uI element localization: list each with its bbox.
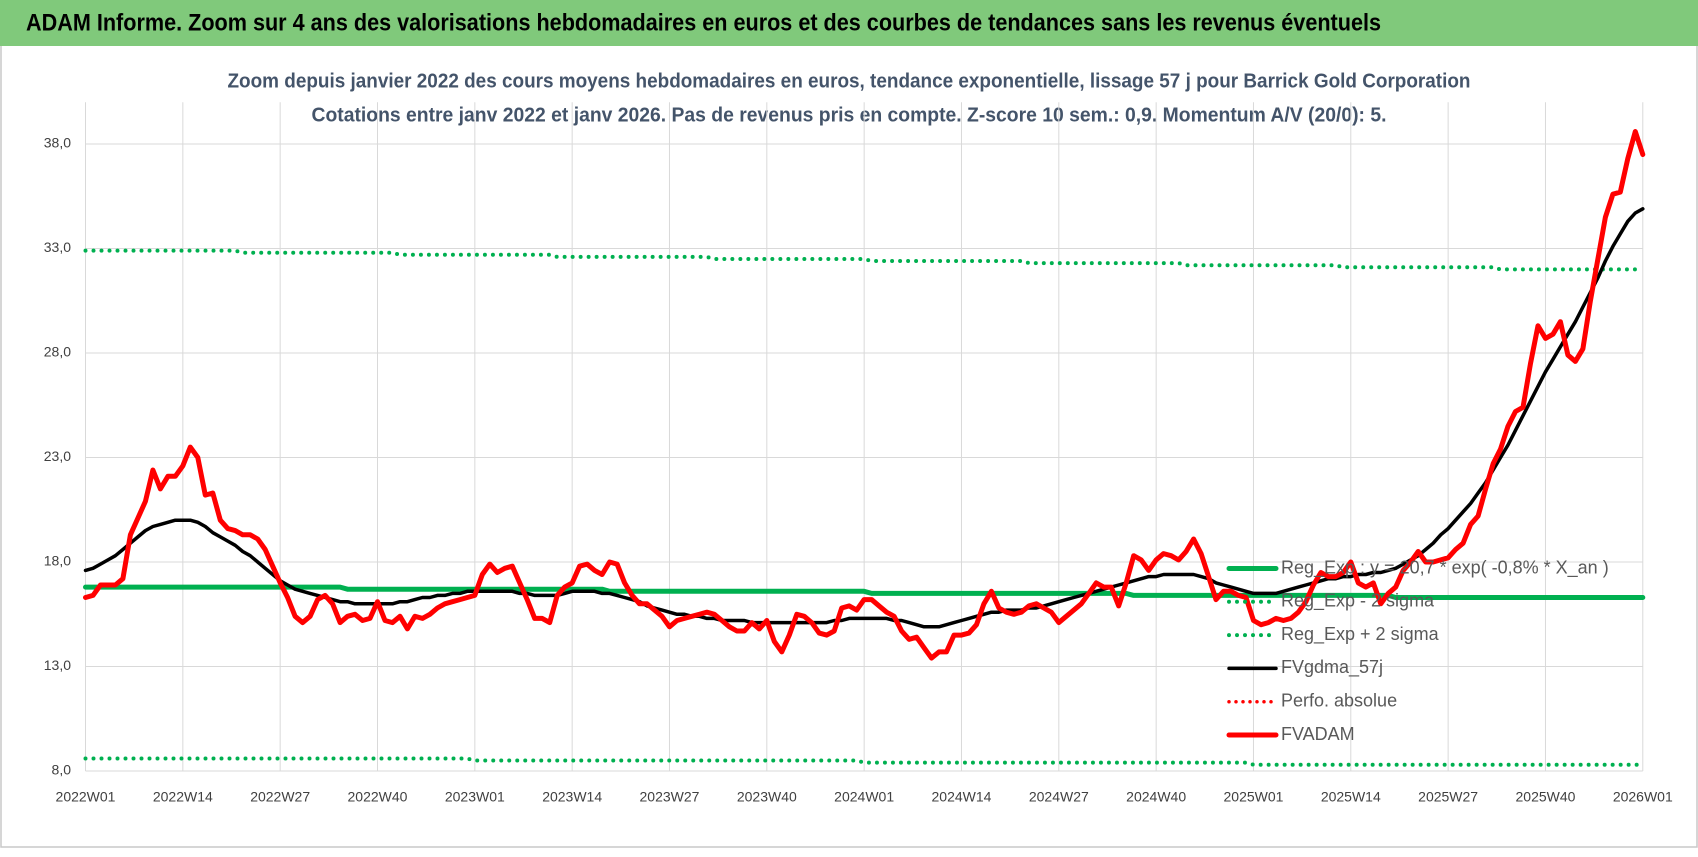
x-tick-label: 2022W01 [56,789,116,805]
x-tick-label: 2025W27 [1418,789,1478,805]
y-tick-label: 28,0 [44,344,71,360]
page-title: ADAM Informe. Zoom sur 4 ans des valoris… [26,9,1381,36]
legend-label: Reg_Exp : y = 20,7 * exp( -0,8% * X_an ) [1281,557,1609,578]
x-tick-label: 2022W27 [250,789,310,805]
x-tick-label: 2023W40 [737,789,797,805]
x-tick-label: 2022W14 [153,789,213,805]
plot-lines [83,129,1646,767]
y-tick-label: 8,0 [52,762,72,778]
y-tick-label: 13,0 [44,657,71,673]
series-line [83,207,1645,629]
x-tick-label: 2024W27 [1029,789,1089,805]
x-tick-label: 2024W40 [1126,789,1186,805]
legend-label: Perfo. absolue [1281,690,1397,710]
chart-subtitle: Cotations entre janv 2022 et janv 2026. … [312,104,1387,126]
x-tick-label: 2023W14 [542,789,602,805]
y-tick-label: 33,0 [44,239,71,255]
x-tick-label: 2025W40 [1516,789,1576,805]
legend-label: FVADAM [1281,724,1355,744]
legend-label: Reg_Exp - 2 sigma [1281,591,1435,612]
grid: 8,0 13,0 18,0 23,0 28,0 33,0 38,0 2022W01 2022W1… [44,102,1673,805]
y-tick-label: 23,0 [44,448,71,464]
x-tick-label: 2023W27 [640,789,700,805]
x-tick-label: 2022W40 [348,789,408,805]
x-tick-label: 2023W01 [445,789,505,805]
series-line [83,584,1646,600]
x-tick-label: 2025W01 [1224,789,1284,805]
legend-label: FVgdma_57j [1281,657,1383,678]
x-tick-label: 2024W01 [834,789,894,805]
x-tick-label: 2024W14 [932,789,992,805]
x-tick-label: 2026W01 [1613,789,1673,805]
legend: Reg_Exp : y = 20,7 * exp( -0,8% * X_an )… [1226,557,1609,744]
legend-label: Reg_Exp + 2 sigma [1281,624,1440,645]
x-tick-label: 2025W14 [1321,789,1381,805]
chart-title: Zoom depuis janvier 2022 des cours moyen… [228,70,1471,92]
title-bar [0,0,1698,46]
series-line [83,129,1646,661]
y-tick-label: 38,0 [44,135,71,151]
y-tick-label: 18,0 [44,553,71,569]
